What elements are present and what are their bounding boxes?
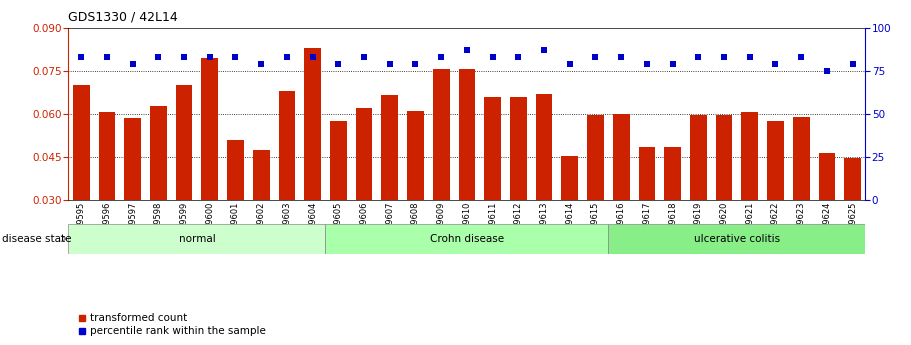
Bar <box>201 58 218 200</box>
Bar <box>304 48 321 200</box>
Point <box>562 61 577 67</box>
Point <box>254 61 269 67</box>
Bar <box>73 85 89 200</box>
Bar <box>98 112 116 200</box>
Bar <box>587 115 604 200</box>
Point <box>228 54 242 60</box>
Bar <box>510 97 527 200</box>
Bar <box>742 112 758 200</box>
Bar <box>124 118 141 200</box>
Point <box>99 54 114 60</box>
Point <box>151 54 166 60</box>
Point <box>177 54 191 60</box>
Point <box>845 61 860 67</box>
Point <box>691 54 706 60</box>
Point <box>511 54 526 60</box>
Point <box>665 61 680 67</box>
Bar <box>355 108 373 200</box>
Text: Crohn disease: Crohn disease <box>430 234 504 244</box>
Point <box>126 61 140 67</box>
Bar <box>639 147 655 200</box>
Bar <box>609 224 865 254</box>
Bar <box>458 69 476 200</box>
Bar <box>613 114 630 200</box>
Bar <box>176 85 192 200</box>
Bar <box>716 115 732 200</box>
Point <box>383 61 397 67</box>
Point <box>589 54 603 60</box>
Bar <box>433 69 449 200</box>
Bar <box>793 117 810 200</box>
Bar <box>818 152 835 200</box>
Point <box>280 54 294 60</box>
Text: ulcerative colitis: ulcerative colitis <box>694 234 780 244</box>
Point <box>640 61 654 67</box>
Bar <box>767 121 783 200</box>
Point <box>614 54 629 60</box>
Bar <box>382 95 398 200</box>
Legend: transformed count, percentile rank within the sample: transformed count, percentile rank withi… <box>78 313 265 336</box>
Point <box>331 61 345 67</box>
Text: GDS1330 / 42L14: GDS1330 / 42L14 <box>68 10 178 23</box>
Bar <box>227 140 244 200</box>
Point <box>459 47 474 53</box>
Bar <box>536 94 552 200</box>
Text: normal: normal <box>179 234 215 244</box>
Point <box>74 54 88 60</box>
Text: disease state: disease state <box>2 234 71 244</box>
Bar <box>253 150 270 200</box>
Bar <box>150 106 167 200</box>
Bar <box>330 121 347 200</box>
Point <box>305 54 320 60</box>
Bar <box>844 158 861 200</box>
Point <box>717 54 732 60</box>
Point <box>202 54 217 60</box>
Point <box>408 61 423 67</box>
Bar <box>68 224 325 254</box>
Bar <box>407 111 424 200</box>
Bar <box>561 156 578 200</box>
Point <box>768 61 783 67</box>
Point <box>486 54 500 60</box>
Point <box>537 47 551 53</box>
Bar <box>279 91 295 200</box>
Point <box>434 54 448 60</box>
Bar <box>325 224 609 254</box>
Bar <box>664 147 681 200</box>
Point <box>820 68 834 73</box>
Bar <box>690 115 707 200</box>
Point <box>793 54 808 60</box>
Point <box>742 54 757 60</box>
Point <box>357 54 372 60</box>
Bar <box>485 97 501 200</box>
